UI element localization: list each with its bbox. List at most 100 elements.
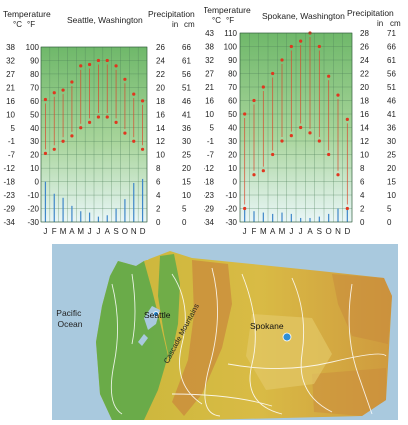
inch-tick-label: 10 — [360, 151, 369, 160]
fahrenheit-tick-label: 10 — [30, 164, 39, 173]
celsius-tick-label: 27 — [205, 70, 214, 79]
high-temperature-point — [280, 58, 284, 62]
cm-tick-label: 66 — [387, 43, 396, 52]
inch-tick-label: 10 — [156, 151, 165, 160]
low-temperature-point — [252, 173, 256, 177]
month-label: J — [299, 227, 303, 236]
celsius-tick-label: 5 — [11, 124, 16, 133]
high-temperature-point — [289, 44, 293, 49]
celsius-tick-label: 32 — [205, 56, 214, 65]
cm-unit: cm — [184, 20, 195, 29]
inch-tick-label: 18 — [156, 97, 165, 106]
cm-tick-label: 61 — [387, 56, 396, 65]
southeast-highland — [312, 368, 386, 416]
fahrenheit-tick-label: -30 — [225, 218, 237, 227]
climograph-seattle: Temperature °C °F Seattle, Washington Pr… — [3, 9, 195, 236]
high-temperature-point — [52, 91, 56, 95]
celsius-tick-label: -12 — [204, 164, 215, 173]
low-temperature-point — [105, 115, 109, 119]
fahrenheit-tick-label: 80 — [228, 70, 237, 79]
celsius-tick-label: 16 — [6, 97, 15, 106]
celsius-tick-label: -23 — [204, 191, 215, 200]
inch-tick-label: 18 — [360, 97, 369, 106]
low-temperature-point — [70, 134, 74, 138]
cm-tick-label: 0 — [387, 218, 392, 227]
inch-tick-label: 2 — [156, 205, 161, 214]
high-temperature-point — [140, 99, 145, 103]
cm-tick-label: 56 — [387, 70, 396, 79]
celsius-tick-label: -18 — [3, 178, 15, 187]
month-label: M — [260, 227, 267, 236]
strait — [110, 250, 152, 260]
month-label: J — [43, 227, 47, 236]
high-temperature-point — [271, 71, 275, 76]
fahrenheit-tick-label: 10 — [228, 164, 237, 173]
cm-tick-label: 71 — [387, 29, 396, 38]
month-label: A — [105, 227, 111, 236]
low-temperature-point — [43, 151, 48, 155]
celsius-tick-label: 27 — [6, 70, 15, 79]
fahrenheit-tick-label: 60 — [228, 97, 237, 106]
fahrenheit-tick-label: 100 — [26, 43, 40, 52]
celsius-tick-label: -7 — [8, 151, 16, 160]
inch-tick-label: 6 — [360, 178, 365, 187]
fahrenheit-tick-label: 70 — [30, 83, 39, 92]
low-temperature-point — [114, 120, 118, 124]
inch-tick-label: 26 — [156, 43, 165, 52]
cm-tick-label: 30 — [387, 137, 396, 146]
low-temperature-point — [132, 139, 136, 143]
inch-tick-label: 12 — [360, 137, 369, 146]
month-label: M — [279, 227, 286, 236]
climograph-spokane: Temperature °C °F Spokane, Washington Pr… — [204, 5, 401, 236]
inch-unit: in — [172, 20, 178, 29]
fahrenheit-tick-label: 90 — [228, 56, 237, 65]
high-temperature-point — [299, 39, 303, 43]
month-label: M — [77, 227, 84, 236]
month-label: A — [69, 227, 75, 236]
ocean-label: Pacific Ocean — [56, 308, 83, 329]
inch-tick-label: 0 — [156, 218, 161, 227]
low-temperature-point — [308, 131, 312, 135]
celsius-tick-label: 21 — [6, 83, 15, 92]
inch-tick-label: 4 — [156, 191, 161, 200]
cm-tick-label: 36 — [182, 124, 191, 133]
plot-frame — [40, 46, 148, 223]
fahrenheit-tick-label: 40 — [228, 124, 237, 133]
celsius-tick-label: 5 — [210, 124, 215, 133]
month-label: J — [96, 227, 100, 236]
cm-tick-label: 41 — [182, 110, 191, 119]
high-temperature-point — [87, 62, 92, 67]
cm-tick-label: 51 — [182, 83, 191, 92]
temperature-header: Temperature — [204, 5, 251, 15]
puget-lowland — [158, 254, 180, 362]
high-temperature-point — [327, 74, 331, 78]
celsius-tick-label: 38 — [205, 43, 214, 52]
low-temperature-point — [289, 134, 293, 138]
celsius-tick-label: -34 — [204, 218, 215, 227]
celsius-tick-label: -34 — [3, 218, 15, 227]
celsius-tick-label: -1 — [8, 137, 16, 146]
inch-tick-label: 28 — [360, 29, 369, 38]
low-temperature-point — [96, 115, 101, 119]
fahrenheit-tick-label: 20 — [30, 151, 39, 160]
cm-unit: cm — [390, 19, 401, 28]
low-temperature-point — [61, 139, 65, 143]
celsius-tick-label: 16 — [205, 97, 214, 106]
fahrenheit-tick-label: 40 — [30, 124, 39, 133]
cm-tick-label: 61 — [182, 56, 191, 65]
inch-tick-label: 6 — [156, 178, 161, 187]
inch-tick-label: 22 — [360, 70, 369, 79]
low-temperature-point — [336, 173, 340, 177]
cm-tick-label: 15 — [182, 178, 191, 187]
seattle-label: Seattle — [144, 310, 171, 320]
chart-title: Seattle, Washington — [67, 15, 143, 25]
celsius-unit: °C — [13, 20, 22, 29]
fahrenheit-tick-label: 0 — [233, 178, 238, 187]
cm-tick-label: 30 — [182, 137, 191, 146]
high-temperature-point — [43, 97, 48, 102]
cm-tick-label: 25 — [387, 151, 396, 160]
cm-tick-label: 56 — [182, 70, 191, 79]
fahrenheit-tick-label: 80 — [30, 70, 39, 79]
fahrenheit-tick-label: -10 — [27, 191, 39, 200]
inch-tick-label: 20 — [360, 83, 369, 92]
